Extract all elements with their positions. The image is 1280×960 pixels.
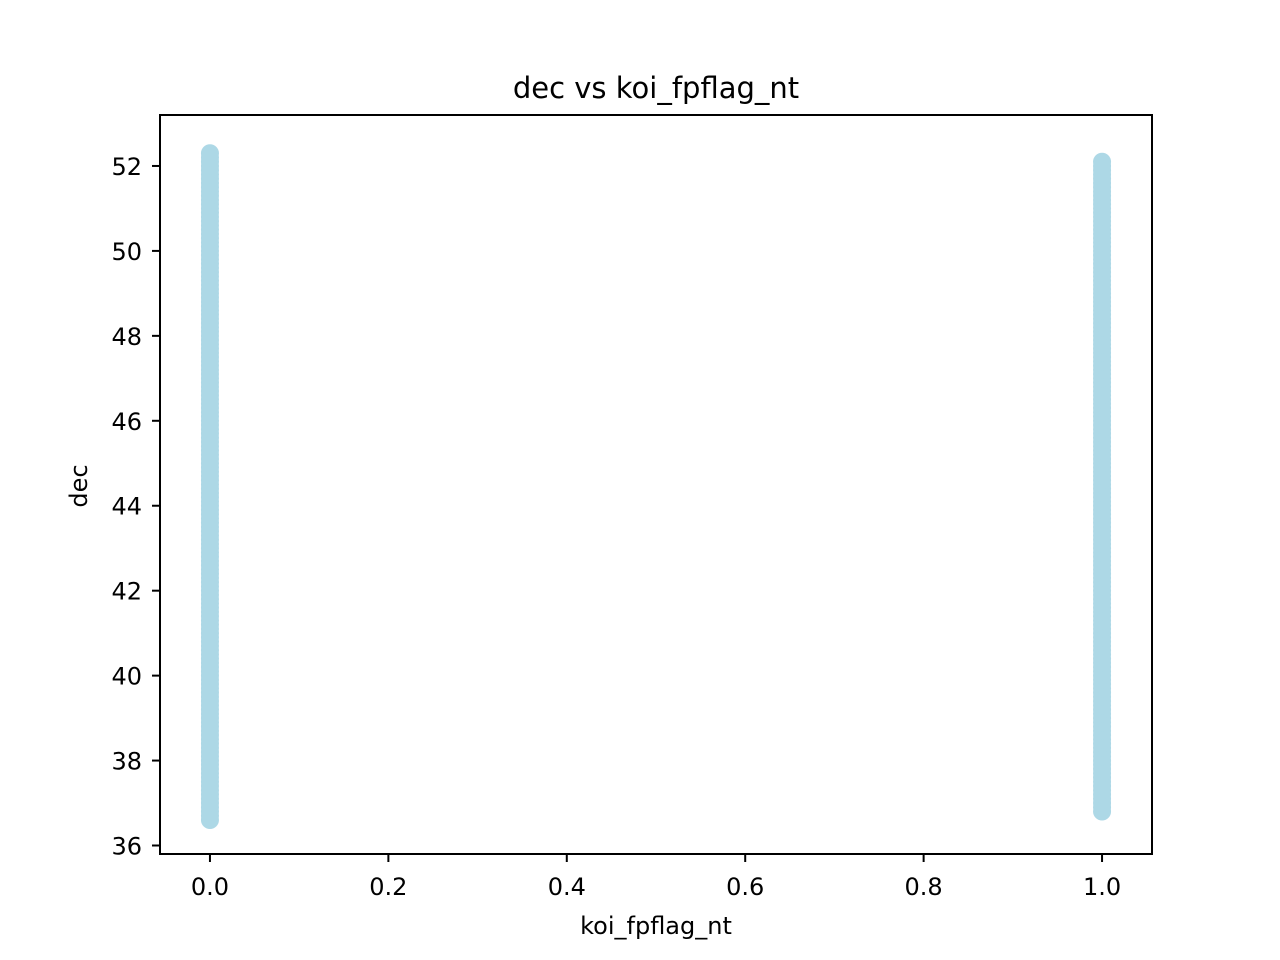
x-axis-label: koi_fpflag_nt <box>580 912 732 940</box>
x-tick-label: 0.0 <box>191 873 229 901</box>
y-tick-label: 40 <box>111 663 142 691</box>
x-tick-label: 0.6 <box>726 873 764 901</box>
scatter-point <box>201 144 219 162</box>
y-tick-label: 42 <box>111 578 142 606</box>
y-axis-label: dec <box>65 464 93 507</box>
y-tick-label: 46 <box>111 408 142 436</box>
y-tick-label: 52 <box>111 153 142 181</box>
data-points <box>201 144 1111 829</box>
x-tick-label: 0.2 <box>369 873 407 901</box>
y-tick-label: 38 <box>111 748 142 776</box>
y-tick-label: 44 <box>111 493 142 521</box>
x-tick-label: 1.0 <box>1083 873 1121 901</box>
y-axis-ticks: 36 38 40 42 44 46 48 50 52 <box>111 153 160 861</box>
scatter-point <box>1093 153 1111 171</box>
chart-title: dec vs koi_fpflag_nt <box>513 71 799 105</box>
x-axis-ticks: 0.0 0.2 0.4 0.6 0.8 1.0 <box>191 854 1121 901</box>
y-tick-label: 48 <box>111 323 142 351</box>
y-tick-label: 50 <box>111 238 142 266</box>
x-tick-label: 0.8 <box>905 873 943 901</box>
plot-frame <box>160 115 1152 854</box>
x-tick-label: 0.4 <box>548 873 586 901</box>
y-tick-label: 36 <box>111 833 142 861</box>
